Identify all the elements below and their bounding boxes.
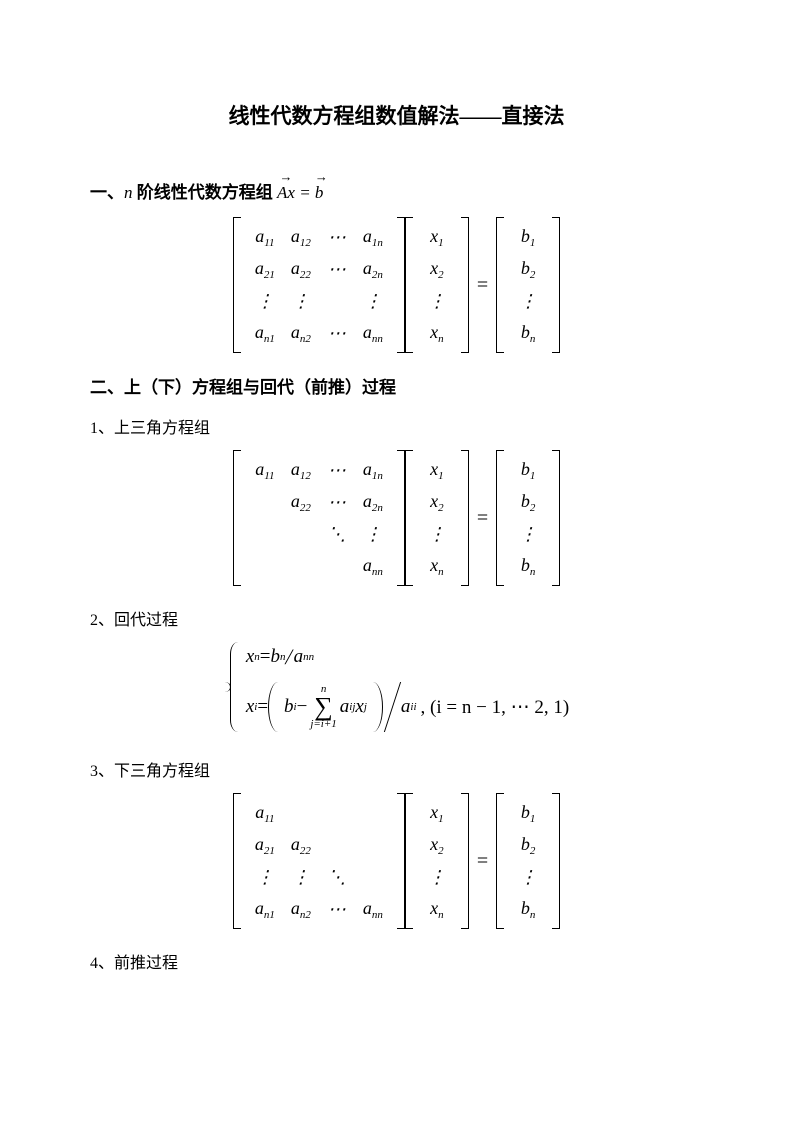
subsection-4: 4、前推过程: [90, 949, 703, 973]
brace-icon: [224, 642, 240, 732]
back-sub-line2: xi = bi − n ∑ j=i+1 aij: [246, 682, 569, 732]
back-sub-line1: xn = bn / ann: [246, 642, 569, 672]
back-sub-cases: xn = bn / ann xi = bi −: [224, 642, 569, 732]
equation-back-substitution: xn = bn / ann xi = bi −: [90, 642, 703, 737]
sigma-icon: n ∑ j=i+1: [310, 684, 336, 729]
equation-lower-triangular: a11a21a22⋮⋮⋱an1an2⋯annx1x2⋮xn=b1b2⋮bn: [90, 793, 703, 929]
subsection-1: 1、上三角方程组: [90, 414, 703, 438]
section-1-label: 阶线性代数方程组: [133, 183, 278, 202]
section-1-prefix: 一、: [90, 183, 124, 202]
equation-full-system: a11a12⋯a1na21a22⋯a2n⋮⋮⋮an1an2⋯annx1x2⋮xn…: [90, 217, 703, 353]
rparen-icon: [373, 682, 383, 732]
big-slash-icon: [383, 682, 401, 732]
section-1-heading: 一、n 阶线性代数方程组 Ax = b: [90, 178, 703, 203]
page-title: 线性代数方程组数值解法——直接法: [90, 100, 703, 130]
section-2-heading: 二、上（下）方程组与回代（前推）过程: [90, 373, 703, 398]
page: 线性代数方程组数值解法——直接法 一、n 阶线性代数方程组 Ax = b a11…: [0, 0, 793, 1122]
equals-sign: =: [295, 183, 315, 202]
equation-upper-triangular: a11a12⋯a1na22⋯a2n⋱⋮annx1x2⋮xn=b1b2⋮bn: [90, 450, 703, 586]
subsection-3: 3、下三角方程组: [90, 757, 703, 781]
subsection-2: 2、回代过程: [90, 606, 703, 630]
A-symbol: Ax: [277, 183, 295, 202]
n-symbol: n: [124, 183, 133, 202]
matrix-equation-upper: a11a12⋯a1na22⋯a2n⋱⋮annx1x2⋮xn=b1b2⋮bn: [233, 450, 560, 586]
lparen-icon: [268, 682, 278, 732]
b-symbol: b: [315, 183, 324, 202]
matrix-equation-lower: a11a21a22⋮⋮⋱an1an2⋯annx1x2⋮xn=b1b2⋮bn: [233, 793, 560, 929]
matrix-equation-full: a11a12⋯a1na21a22⋯a2n⋮⋮⋮an1an2⋯annx1x2⋮xn…: [233, 217, 560, 353]
